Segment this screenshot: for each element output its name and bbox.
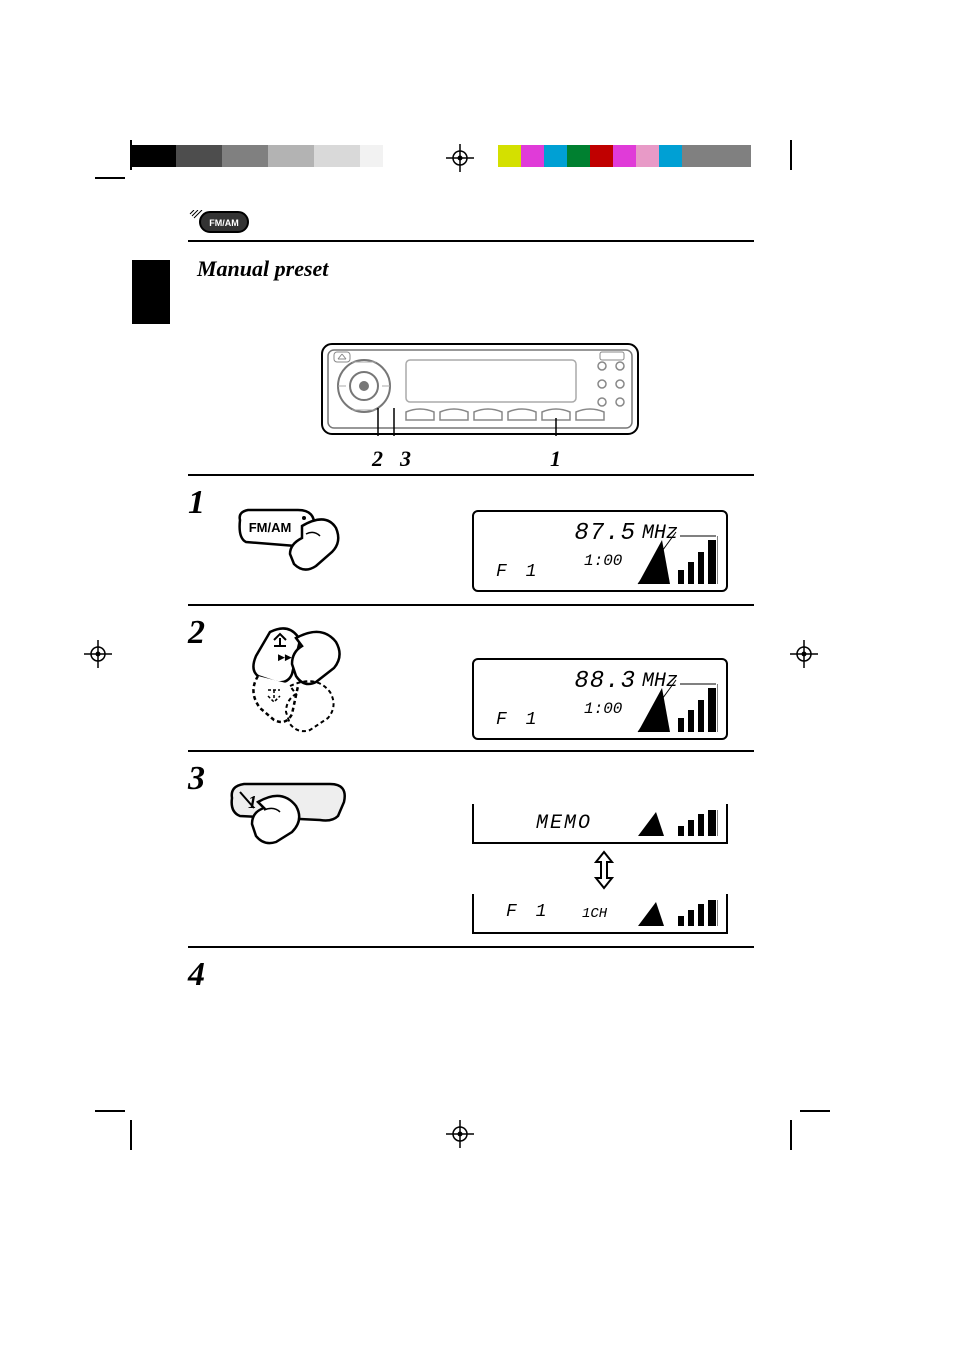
svg-text:▶▶: ▶▶: [278, 652, 292, 662]
lcd-band: F 1: [496, 562, 540, 582]
registration-mark-icon: [446, 1120, 474, 1148]
registration-mark-icon: [446, 144, 474, 172]
preset-button-press-illustration: 1: [226, 780, 356, 850]
crop-mark: [790, 140, 792, 170]
pointer-label-2: 2: [372, 446, 383, 472]
lcd-display-channel: F 1 1CH: [472, 894, 728, 934]
pointer-label-1: 1: [550, 446, 561, 472]
divider: [188, 474, 754, 476]
signal-bars-icon: [636, 530, 718, 586]
lcd-clock: 1:00: [584, 700, 622, 718]
section-title: Manual preset: [197, 256, 328, 282]
step-number-4: 4: [188, 956, 205, 994]
lcd-display-step2: 88.3 MHz 1:00 F 1: [472, 658, 728, 740]
registration-mark-icon: [84, 640, 112, 668]
crop-mark: [800, 1110, 830, 1112]
pointer-label-3: 3: [400, 446, 411, 472]
step-number-2: 2: [188, 614, 205, 652]
fmam-button-press-illustration: FM/AM: [236, 508, 346, 578]
lcd-frequency: 88.3: [574, 668, 636, 695]
divider: [188, 750, 754, 752]
lcd-band: F 1: [506, 902, 550, 922]
crop-mark: [95, 177, 125, 179]
lcd-display-memo: MEMO: [472, 804, 728, 844]
lcd-clock: 1:00: [584, 552, 622, 570]
lcd-channel: 1CH: [582, 906, 607, 922]
svg-text:FM/AM: FM/AM: [249, 520, 292, 535]
side-tab: [132, 260, 170, 324]
crop-mark: [95, 1110, 125, 1112]
car-stereo-illustration: [320, 342, 640, 436]
lcd-memo-text: MEMO: [536, 812, 592, 835]
crop-mark: [790, 1120, 792, 1150]
fmam-badge-icon: FM/AM: [188, 210, 250, 234]
lcd-frequency: 87.5: [574, 520, 636, 547]
signal-bars-icon: [636, 678, 718, 734]
step-number-1: 1: [188, 484, 205, 522]
tune-rocker-press-illustration: ▶▶: [250, 626, 370, 736]
divider: [188, 946, 754, 948]
lcd-display-step1: 87.5 MHz 1:00 F 1: [472, 510, 728, 592]
svg-text:FM/AM: FM/AM: [209, 218, 239, 228]
header-rule: [188, 240, 754, 242]
signal-bars-icon: [636, 898, 718, 928]
divider: [188, 604, 754, 606]
registration-mark-icon: [790, 640, 818, 668]
step-number-3: 3: [188, 760, 205, 798]
greyscale-calibration-bar: [130, 145, 383, 167]
crop-mark: [130, 1120, 132, 1150]
signal-bars-icon: [636, 808, 718, 838]
lcd-band: F 1: [496, 710, 540, 730]
color-calibration-bar: [498, 145, 751, 167]
updown-arrow-icon: [592, 850, 616, 890]
